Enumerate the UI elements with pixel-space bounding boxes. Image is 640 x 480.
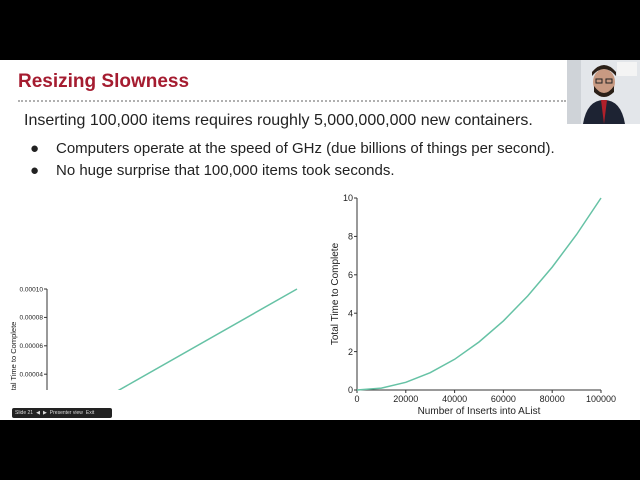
bullet-text: Computers operate at the speed of GHz (d… (56, 140, 555, 157)
y-tick-label: 0.00004 (20, 371, 44, 378)
slide: Resizing Slowness Inserting 100,000 item… (0, 60, 640, 420)
y-tick-label: 0.00010 (20, 286, 44, 293)
x-tick-label: 80000 (540, 394, 565, 404)
y-axis-label: Total Time to Complete (9, 322, 18, 390)
x-tick-label: 100000 (586, 394, 616, 404)
bullet-item: ● Computers operate at the speed of GHz … (30, 138, 555, 160)
bullet-list: ● Computers operate at the speed of GHz … (30, 138, 555, 182)
presenter-toolbar[interactable]: Slide 21 ◀ ▶ Presenter view Exit (12, 408, 112, 418)
y-tick-label: 4 (348, 308, 353, 318)
lead-text: Inserting 100,000 items requires roughly… (24, 112, 533, 129)
x-tick-label: 60000 (491, 394, 516, 404)
title-divider (18, 100, 566, 102)
y-tick-label: 10 (343, 193, 353, 203)
bullet-item: ● No huge surprise that 100,000 items to… (30, 160, 555, 182)
y-tick-label: 8 (348, 232, 353, 242)
x-axis-label: Number of Inserts into AList (418, 406, 541, 417)
y-tick-label: 0.00008 (20, 315, 44, 322)
toolbar-exit-label[interactable]: Exit (85, 410, 95, 416)
series-line (356, 197, 602, 391)
webcam-feed (567, 60, 640, 124)
y-axis-label: Total Time to Complete (330, 242, 341, 345)
alist-chart: 0 20000 40000 60000 80000 100000 0 2 4 6 8 10 Number… (330, 193, 616, 417)
slide-title: Resizing Slowness (18, 71, 190, 92)
y-tick-label: 0.00006 (20, 343, 44, 350)
bullet-icon: ● (30, 162, 40, 179)
prev-icon[interactable]: ◀ (36, 410, 40, 416)
y-tick-label: 2 (348, 347, 353, 357)
next-icon[interactable]: ▶ (42, 410, 47, 416)
toolbar-presenter-label[interactable]: Presenter view (49, 410, 83, 416)
y-tick-label: 6 (348, 270, 353, 280)
bullet-icon: ● (30, 140, 40, 157)
x-tick-label: 40000 (442, 394, 467, 404)
sllist-chart: 0200004000060000800001000000.000000.0000… (9, 286, 298, 390)
y-tick-label: 0 (348, 385, 353, 395)
x-tick-label: 0 (354, 394, 359, 404)
toolbar-slide-label[interactable]: Slide 21 (15, 410, 34, 416)
x-tick-label: 20000 (393, 394, 418, 404)
bullet-text: No huge surprise that 100,000 items took… (56, 162, 395, 179)
series-line (117, 288, 298, 390)
